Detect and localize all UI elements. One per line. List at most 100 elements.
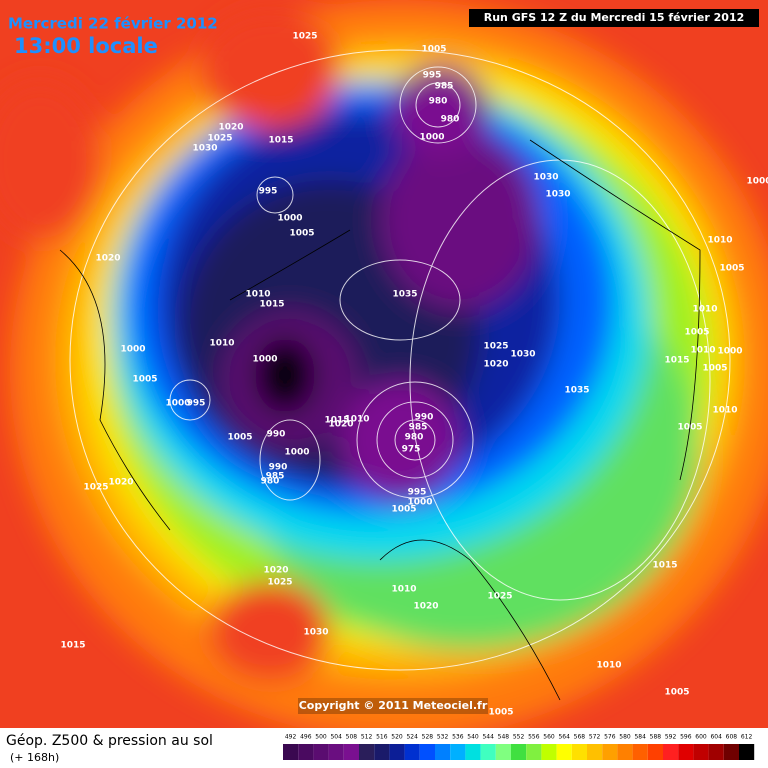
legend-swatch [663, 744, 679, 760]
isobar-label: 1000 [120, 345, 145, 355]
legend-swatch [708, 744, 724, 760]
isobar-label: 990 [415, 413, 434, 423]
legend-swatch [617, 744, 633, 760]
legend-swatch [465, 744, 481, 760]
isobar-label: 1010 [690, 346, 715, 356]
isobar-label: 1005 [488, 708, 513, 718]
legend-level: 516 [376, 734, 388, 741]
isobar-label: 1005 [684, 328, 709, 338]
isobar-label: 1005 [702, 364, 727, 374]
isobar-label: 995 [259, 187, 278, 197]
legend-level: 508 [346, 734, 358, 741]
isobar-label: 1010 [209, 339, 234, 349]
isobar-label: 1000 [419, 133, 444, 143]
isobar-label: 995 [423, 71, 442, 81]
isobar-label: 1030 [192, 144, 217, 154]
legend-swatch [298, 744, 314, 760]
legend-level: 580 [619, 734, 631, 741]
legend-level: 576 [604, 734, 616, 741]
isobar-label: 1000 [252, 355, 277, 365]
isobar-label: 1030 [533, 173, 558, 183]
height-field [0, 0, 768, 740]
isobar-label: 1000 [407, 498, 432, 508]
isobar-label: 1025 [207, 134, 232, 144]
legend-swatch [480, 744, 496, 760]
legend-level: 504 [330, 734, 342, 741]
legend-level: 572 [589, 734, 601, 741]
legend-swatch [404, 744, 420, 760]
isobar-label: 1035 [392, 290, 417, 300]
run-info: Run GFS 12 Z du Mercredi 15 février 2012 [484, 11, 745, 24]
isobar-label: 1010 [245, 290, 270, 300]
isobar-label: 1005 [289, 229, 314, 239]
isobar-label: 990 [267, 430, 286, 440]
legend-level: 536 [452, 734, 464, 741]
legend-swatch [693, 744, 709, 760]
isobar-label: 1010 [596, 661, 621, 671]
legend-level: 608 [726, 734, 738, 741]
legend-swatch [571, 744, 587, 760]
legend-swatch [526, 744, 542, 760]
isobar-label: 1005 [664, 688, 689, 698]
isobar-label: 980 [429, 97, 448, 107]
isobar-label: 1010 [692, 305, 717, 315]
legend-level: 596 [680, 734, 692, 741]
legend-swatch [647, 744, 663, 760]
isobar-label: 1025 [483, 342, 508, 352]
run-box [469, 9, 759, 27]
legend-title: Géop. Z500 & pression au sol [6, 733, 213, 749]
isobar-label: 1000 [284, 448, 309, 458]
legend-level: 552 [513, 734, 525, 741]
forecast-date: Mercredi 22 février 2012 [8, 15, 218, 33]
isobar-label: 1015 [664, 356, 689, 366]
legend-level: 588 [650, 734, 662, 741]
copyright-box [298, 698, 488, 714]
legend-level: 592 [665, 734, 677, 741]
isobar-label: 1000 [717, 347, 742, 357]
isobar-label: 1015 [652, 561, 677, 571]
legend-level: 500 [315, 734, 327, 741]
legend-level: 496 [300, 734, 312, 741]
isobar-label: 1000 [165, 399, 190, 409]
isobar-label: 1010 [391, 585, 416, 595]
legend-subtitle: (+ 168h) [10, 751, 59, 764]
isobar-label: 1020 [218, 123, 243, 133]
isobar-label: 990 [269, 463, 288, 473]
isobar-label: 980 [441, 115, 460, 125]
isobar-label: 1025 [267, 578, 292, 588]
legend-level: 492 [285, 734, 297, 741]
isobar-label: 1025 [292, 32, 317, 42]
legend-level: 560 [543, 734, 555, 741]
legend-swatch [511, 744, 527, 760]
isobar-label: 975 [402, 445, 421, 455]
legend-level: 524 [406, 734, 418, 741]
legend-level: 600 [695, 734, 707, 741]
isobar-label: 985 [266, 472, 285, 482]
isobar-label: 1000 [746, 177, 768, 187]
isobars [69, 49, 731, 671]
forecast-time: 13:00 locale [14, 34, 158, 58]
isobar-label: 1010 [707, 236, 732, 246]
isobar-label: 1025 [487, 592, 512, 602]
legend-level: 540 [467, 734, 479, 741]
isobar-label: 1010 [344, 415, 369, 425]
legend-swatch [450, 744, 466, 760]
isobar-label: 1020 [108, 478, 133, 488]
legend-swatch [419, 744, 435, 760]
isobar-label: 1005 [391, 505, 416, 515]
isobar-label: 985 [409, 423, 428, 433]
isobar-label: 1015 [60, 641, 85, 651]
isobar-label: 985 [435, 82, 454, 92]
legend-level: 612 [741, 734, 753, 741]
isobar-label: 1025 [83, 483, 108, 493]
isobar-label: 995 [187, 399, 206, 409]
legend-swatch [723, 744, 739, 760]
legend-level: 512 [361, 734, 373, 741]
legend-swatch [632, 744, 648, 760]
legend-level: 528 [422, 734, 434, 741]
isobar-label: 1030 [545, 190, 570, 200]
legend-swatch [739, 744, 755, 760]
legend-swatch [359, 744, 375, 760]
